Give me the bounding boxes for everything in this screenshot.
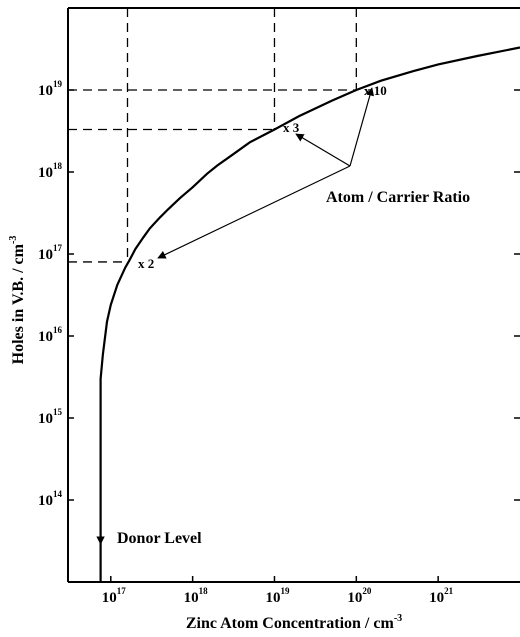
- y-tick-label: 1019: [38, 79, 63, 99]
- ratio-x3-label: x 3: [283, 120, 300, 135]
- ratio-arrow: [295, 133, 351, 167]
- reference-lines: [68, 8, 357, 263]
- series-line: [99, 46, 520, 582]
- x-tick-label: 1019: [265, 586, 290, 606]
- y-tick-label: 1015: [38, 407, 63, 427]
- ratio-arrow: [349, 87, 374, 167]
- x-tick-label: 1021: [429, 586, 454, 606]
- x-tick-label: 1018: [184, 586, 209, 606]
- y-axis-title: Holes in V.B. / cm-3: [8, 236, 27, 365]
- y-tick-label: 1016: [38, 325, 63, 345]
- ratio-x2-label: x 2: [138, 256, 154, 271]
- x-axis-title: Zinc Atom Concentration / cm-3: [186, 613, 402, 632]
- y-tick-label: 1017: [38, 243, 63, 263]
- axis-ticks: 1017 1018 1019 1020 1021 1014 1015 1016 1017 1018…: [38, 79, 520, 606]
- ratio-arrow: [157, 165, 351, 259]
- x-tick-label: 1017: [102, 586, 127, 606]
- donor-level-label: Donor Level: [117, 530, 202, 547]
- y-tick-label: 1018: [38, 161, 63, 181]
- ratio-x10-label: x 10: [364, 83, 387, 98]
- annotation-arrows: [96, 87, 374, 545]
- x-tick-label: 1020: [347, 586, 372, 606]
- y-tick-label: 1014: [38, 489, 63, 509]
- atom-carrier-ratio-label: Atom / Carrier Ratio: [326, 189, 470, 206]
- plot-frame: [67, 7, 520, 583]
